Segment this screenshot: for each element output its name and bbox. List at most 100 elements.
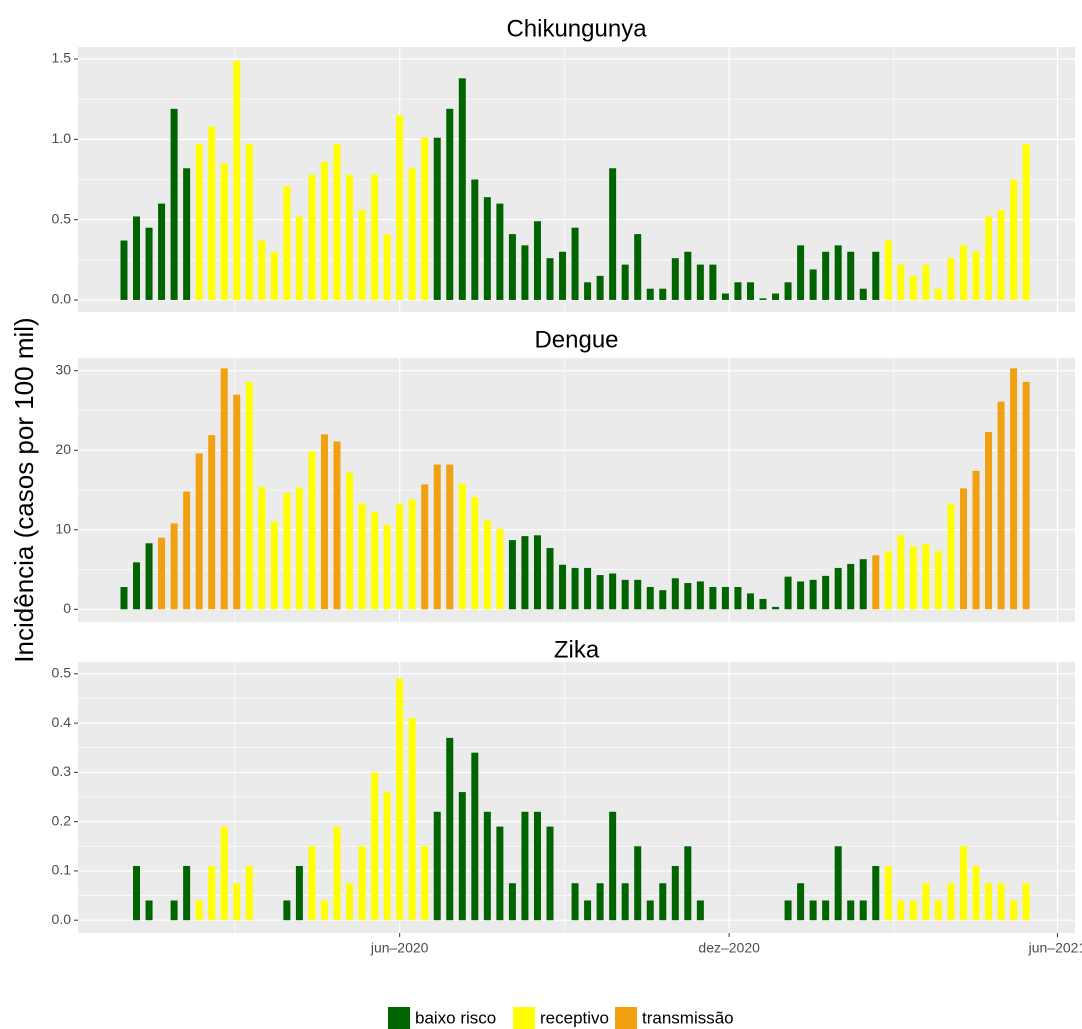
bar — [634, 579, 642, 610]
bar — [646, 587, 654, 610]
bar — [659, 590, 667, 610]
bar — [859, 559, 867, 610]
bar — [947, 883, 955, 921]
bar — [621, 579, 629, 610]
bar — [784, 900, 792, 921]
legend-label: receptivo — [540, 1008, 609, 1027]
bar — [584, 567, 592, 610]
bar — [972, 470, 980, 610]
bar — [320, 434, 328, 610]
bar — [183, 168, 191, 300]
bar — [220, 368, 228, 610]
y-tick-label: 20 — [55, 441, 71, 457]
bar — [859, 900, 867, 921]
bar — [772, 293, 780, 300]
bar — [985, 216, 993, 300]
bar — [346, 883, 354, 921]
bar — [471, 752, 479, 921]
bar — [458, 78, 466, 300]
bar — [170, 523, 178, 610]
legend-swatch — [513, 1007, 535, 1029]
bar — [396, 678, 404, 921]
bar — [195, 453, 203, 610]
bar — [797, 883, 805, 921]
y-tick-label: 0.3 — [52, 763, 72, 779]
bar — [408, 168, 416, 300]
y-tick-label: 0.5 — [52, 210, 72, 226]
bar — [571, 883, 579, 921]
bar — [1010, 368, 1018, 610]
bar — [897, 535, 905, 610]
bar — [433, 811, 441, 921]
bar — [847, 251, 855, 300]
bar — [872, 555, 880, 610]
y-tick-label: 0.1 — [52, 862, 72, 878]
bar — [245, 381, 253, 610]
bar — [295, 487, 303, 610]
bar — [584, 900, 592, 921]
bar — [496, 826, 504, 921]
bar — [759, 598, 767, 610]
bar — [985, 883, 993, 921]
bar — [308, 174, 316, 300]
bar — [621, 883, 629, 921]
y-tick-label: 1.5 — [52, 50, 72, 66]
bar — [596, 575, 604, 610]
bar — [446, 737, 454, 921]
bar — [283, 900, 291, 921]
bar — [646, 288, 654, 300]
bar — [483, 197, 491, 300]
bar — [696, 264, 704, 300]
panel-title: Dengue — [534, 326, 618, 353]
bar — [333, 441, 341, 610]
bar — [772, 606, 780, 610]
bar — [847, 563, 855, 610]
bar — [220, 826, 228, 921]
bar — [533, 221, 541, 300]
bar — [483, 811, 491, 921]
bar — [972, 865, 980, 921]
bar — [396, 115, 404, 300]
bar — [859, 288, 867, 300]
bar — [383, 792, 391, 921]
bar — [521, 811, 529, 921]
bar — [120, 587, 128, 610]
y-tick-label: 10 — [55, 520, 71, 536]
y-tick-label: 1.0 — [52, 130, 72, 146]
bar — [659, 883, 667, 921]
bar — [909, 900, 917, 921]
bar — [145, 543, 153, 610]
bar — [947, 503, 955, 610]
bar — [934, 900, 942, 921]
bar — [158, 537, 166, 610]
bar — [997, 401, 1005, 610]
bar — [446, 108, 454, 300]
bar — [934, 288, 942, 300]
bar — [1010, 179, 1018, 300]
bar — [809, 900, 817, 921]
bar — [609, 811, 617, 921]
bar — [897, 264, 905, 300]
bar — [571, 567, 579, 610]
bar — [283, 493, 291, 610]
bar — [709, 587, 717, 610]
bar — [383, 524, 391, 610]
bar — [133, 216, 141, 300]
bar — [233, 60, 241, 300]
bar — [609, 573, 617, 610]
bar — [233, 394, 241, 610]
bar — [521, 245, 529, 300]
bar — [408, 499, 416, 610]
x-tick-label: jun–2021 — [1028, 940, 1082, 956]
bar — [120, 240, 128, 300]
y-tick-label: 0.0 — [52, 911, 72, 927]
bar — [233, 883, 241, 921]
bar — [596, 275, 604, 300]
y-tick-label: 0.0 — [52, 291, 72, 307]
bar — [1010, 900, 1018, 921]
bar — [734, 587, 742, 610]
legend-label: baixo risco — [415, 1008, 496, 1027]
bar — [909, 546, 917, 610]
bar — [947, 258, 955, 300]
